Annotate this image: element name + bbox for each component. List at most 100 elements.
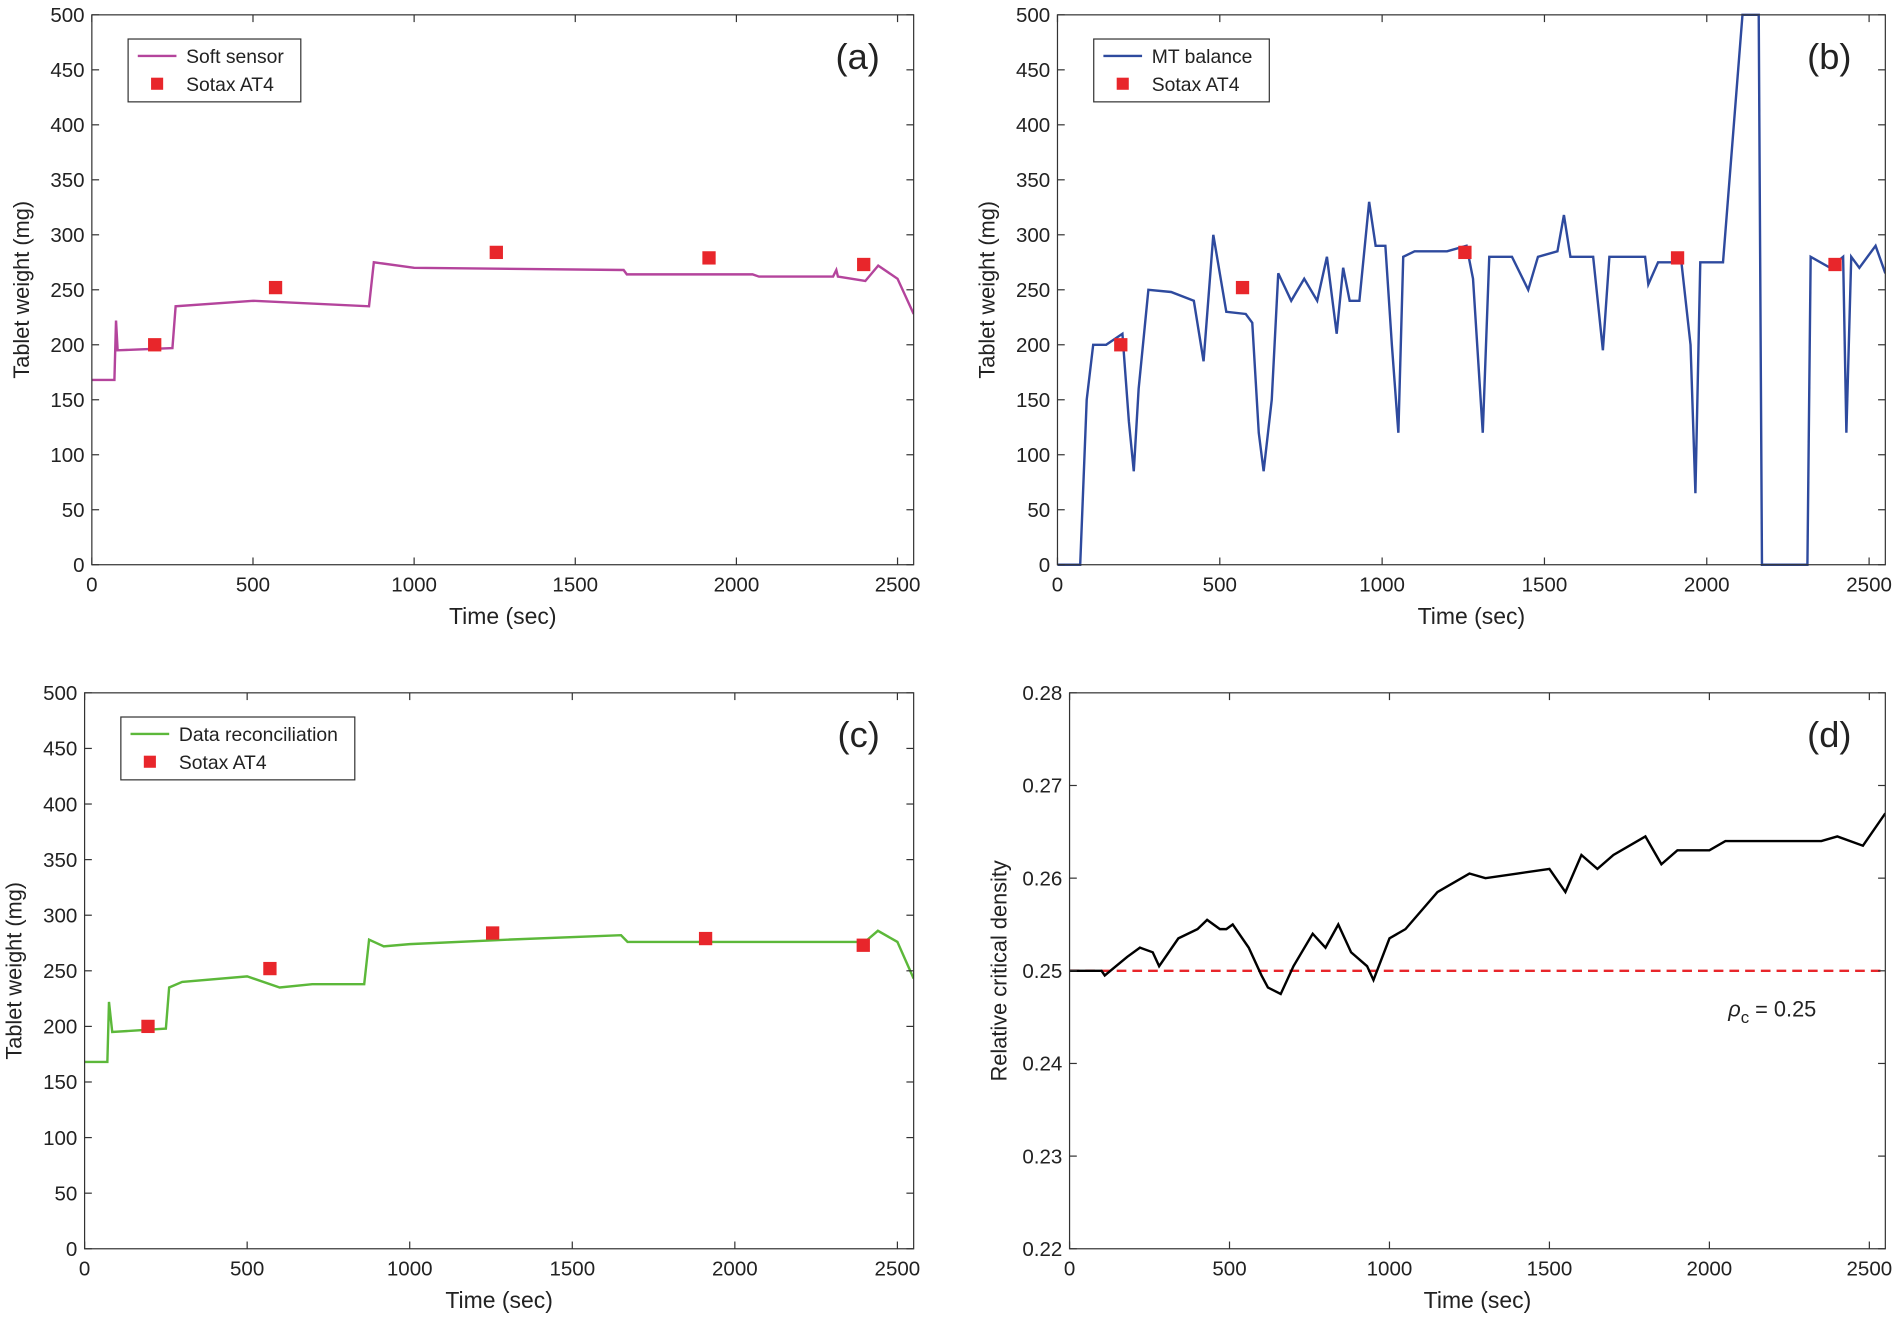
y-tick-label: 0 — [66, 1238, 77, 1261]
legend: Soft sensor Sotax AT4 — [127, 38, 302, 103]
y-tick-label: 250 — [50, 279, 84, 302]
data-marker — [141, 1019, 155, 1034]
x-tick-label: 2500 — [1846, 1257, 1892, 1280]
y-tick-label: 300 — [43, 904, 77, 927]
y-tick-label: 0.26 — [1022, 867, 1062, 890]
data-line — [91, 260, 914, 382]
y-tick-label: 250 — [1016, 279, 1050, 302]
x-tick-label: 1000 — [387, 1257, 433, 1280]
x-axis-label: Time (sec) — [1418, 603, 1526, 629]
x-tick-label: 1000 — [1367, 1257, 1413, 1280]
legend-marker — [1116, 77, 1129, 90]
x-tick-label: 2000 — [712, 1257, 758, 1280]
y-tick-label: 400 — [1016, 114, 1050, 137]
y-tick-label: 0 — [73, 554, 84, 577]
x-tick-label: 2000 — [1687, 1257, 1733, 1280]
y-tick-label: 50 — [1027, 499, 1050, 522]
x-tick-label: 1000 — [1359, 573, 1405, 596]
panel-label: (b) — [1807, 36, 1851, 77]
y-tick-label: 0.27 — [1022, 775, 1062, 798]
legend: MT balance Sotax AT4 — [1093, 38, 1270, 103]
data-marker — [1458, 245, 1472, 260]
x-axis-label: Time (sec) — [1424, 1287, 1532, 1313]
x-tick-label: 2000 — [1684, 573, 1730, 596]
annotation-subscript: c — [1741, 1008, 1749, 1027]
x-tick-label: 1500 — [1522, 573, 1568, 596]
legend-label: Sotax AT4 — [186, 75, 274, 96]
x-tick-label: 2500 — [875, 573, 921, 596]
y-tick-label: 0 — [1039, 554, 1050, 577]
legend-marker — [151, 77, 164, 90]
legend: Data reconciliation Sotax AT4 — [120, 716, 356, 781]
y-tick-label: 0.24 — [1022, 1053, 1062, 1076]
y-tick-label: 200 — [1016, 334, 1050, 357]
legend-box — [127, 38, 302, 103]
x-tick-label: 500 — [230, 1257, 264, 1280]
legend-label: Sotax AT4 — [1152, 75, 1240, 96]
legend-label: Soft sensor — [186, 47, 284, 68]
data-marker — [1235, 280, 1250, 295]
y-tick-label: 0.22 — [1022, 1238, 1062, 1261]
data-marker — [702, 251, 716, 265]
y-tick-label: 350 — [50, 169, 84, 192]
x-tick-label: 0 — [79, 1257, 90, 1280]
y-tick-label: 500 — [43, 682, 77, 705]
x-tick-label: 0 — [86, 573, 97, 596]
y-tick-label: 350 — [43, 849, 77, 872]
data-line — [84, 929, 914, 1064]
data-line — [1069, 812, 1886, 996]
legend-box — [120, 716, 356, 781]
y-tick-label: 150 — [43, 1071, 77, 1094]
x-axis-label: Time (sec) — [449, 603, 557, 629]
x-tick-label: 0 — [1052, 573, 1063, 596]
panel-label: (c) — [838, 714, 880, 755]
y-tick-label: 300 — [1016, 224, 1050, 247]
data-line — [1057, 13, 1886, 566]
y-tick-label: 350 — [1016, 169, 1050, 192]
data-marker — [1114, 338, 1128, 352]
data-marker — [485, 926, 500, 940]
annotation: ρc = 0.25 — [1727, 997, 1816, 1027]
panel-label: (d) — [1807, 714, 1851, 755]
legend-box — [1093, 38, 1270, 103]
y-tick-label: 150 — [50, 389, 84, 412]
y-tick-label: 200 — [43, 1016, 77, 1039]
data-marker — [1828, 257, 1842, 272]
y-axis-label: Relative critical density — [987, 860, 1012, 1081]
y-tick-label: 50 — [62, 499, 85, 522]
y-tick-label: 500 — [50, 4, 84, 27]
y-tick-label: 200 — [50, 334, 84, 357]
y-tick-label: 300 — [50, 224, 84, 247]
x-tick-label: 0 — [1064, 1257, 1075, 1280]
data-marker — [857, 257, 871, 272]
y-axis-label: Tablet weight (mg) — [975, 201, 1000, 379]
x-tick-label: 500 — [1203, 573, 1237, 596]
y-tick-label: 450 — [1016, 59, 1050, 82]
x-tick-label: 1500 — [549, 1257, 595, 1280]
y-tick-label: 100 — [50, 444, 84, 467]
x-tick-label: 500 — [236, 573, 270, 596]
panel-label: (a) — [836, 36, 880, 77]
x-tick-label: 2500 — [875, 1257, 921, 1280]
y-axis-label: Tablet weight (mg) — [2, 882, 27, 1060]
y-tick-label: 150 — [1016, 389, 1050, 412]
data-marker — [263, 961, 277, 976]
x-tick-label: 2500 — [1846, 573, 1892, 596]
y-tick-label: 0.23 — [1022, 1145, 1062, 1168]
data-marker — [268, 280, 283, 295]
annotation-symbol: ρ — [1727, 997, 1740, 1022]
legend-marker — [143, 755, 156, 768]
plot-area — [91, 14, 914, 565]
y-tick-label: 450 — [50, 59, 84, 82]
data-marker — [148, 338, 162, 352]
x-tick-label: 1500 — [1527, 1257, 1573, 1280]
x-tick-label: 500 — [1212, 1257, 1246, 1280]
legend-label: MT balance — [1152, 47, 1253, 68]
legend-label: Data reconciliation — [179, 725, 338, 746]
x-tick-label: 2000 — [714, 573, 760, 596]
legend-label: Sotax AT4 — [179, 753, 267, 774]
y-axis-label: Tablet weight (mg) — [9, 201, 34, 379]
y-tick-label: 250 — [43, 960, 77, 983]
